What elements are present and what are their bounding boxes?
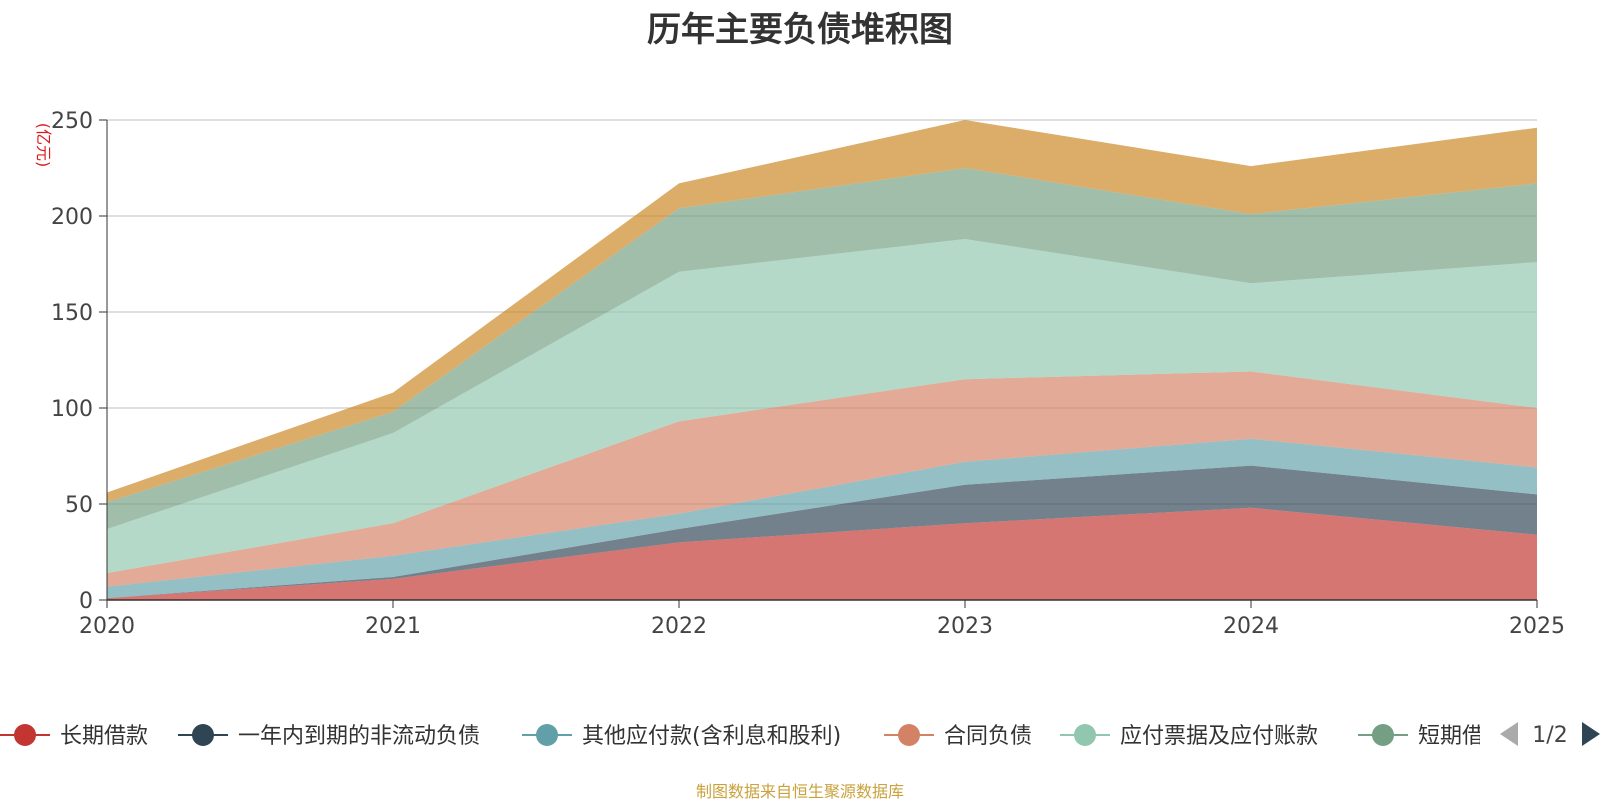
- y-tick-label: 250: [51, 109, 93, 134]
- legend-item[interactable]: 其他应付款(含利息和股利): [522, 724, 841, 749]
- y-tick-label: 0: [79, 589, 93, 614]
- legend-label: 一年内到期的非流动负债: [238, 724, 480, 749]
- y-tick-label: 50: [65, 493, 93, 518]
- y-tick-label: 100: [51, 397, 93, 422]
- x-tick-label: 2025: [1509, 614, 1565, 639]
- y-axis-unit-label: (亿元): [34, 123, 53, 168]
- area-应付票据及应付账款: [107, 239, 1537, 574]
- area-短期借款: [107, 168, 1537, 529]
- legend-item[interactable]: 应付票据及应付账款: [1060, 724, 1318, 749]
- legend-item[interactable]: 短期借: [1358, 724, 1484, 749]
- legend-label: 短期借: [1418, 724, 1484, 749]
- area-series: [107, 120, 1537, 503]
- legend-label: 应付票据及应付账款: [1120, 724, 1318, 749]
- x-tick-label: 2023: [937, 614, 993, 639]
- x-tick-label: 2020: [79, 614, 135, 639]
- x-tick-label: 2022: [651, 614, 707, 639]
- axes: 0 50 100 150 200 250 2020 2021 2022 2023 2024 2025: [51, 109, 1565, 639]
- legend-pager: 1/2: [1500, 722, 1600, 748]
- legend-page-indicator: 1/2: [1532, 723, 1567, 748]
- x-tick-label: 2024: [1223, 614, 1279, 639]
- legend-marker-icon: [1074, 724, 1096, 746]
- legend-marker-icon: [14, 724, 36, 746]
- legend-marker-icon: [1372, 724, 1394, 746]
- x-tick-label: 2021: [365, 614, 421, 639]
- data-source-note: 制图数据来自恒生聚源数据库: [695, 782, 904, 801]
- area-其他应付款(含利息和股利): [107, 438, 1537, 599]
- legend-item[interactable]: 一年内到期的非流动负债: [178, 724, 480, 749]
- legend-prev-page-icon[interactable]: [1500, 722, 1518, 746]
- area-一年内到期的非流动负债: [107, 465, 1537, 599]
- legend: 长期借款 一年内到期的非流动负债 其他应付款(含利息和股利) 合同负债 应付票据及应付账…: [0, 724, 1484, 749]
- legend-next-page-icon[interactable]: [1582, 722, 1600, 746]
- legend-marker-icon: [898, 724, 920, 746]
- legend-item[interactable]: 长期借款: [0, 724, 148, 749]
- area-合同负债: [107, 371, 1537, 587]
- y-tick-label: 200: [51, 205, 93, 230]
- legend-label: 其他应付款(含利息和股利): [582, 724, 841, 749]
- legend-label: 合同负债: [944, 724, 1032, 749]
- legend-item[interactable]: 合同负债: [884, 724, 1032, 749]
- legend-marker-icon: [536, 724, 558, 746]
- area-长期借款: [107, 507, 1537, 600]
- area-series: [107, 120, 1537, 600]
- legend-label: 长期借款: [60, 724, 148, 749]
- chart-title: 历年主要负债堆积图: [647, 10, 953, 50]
- legend-marker-icon: [192, 724, 214, 746]
- y-tick-label: 150: [51, 301, 93, 326]
